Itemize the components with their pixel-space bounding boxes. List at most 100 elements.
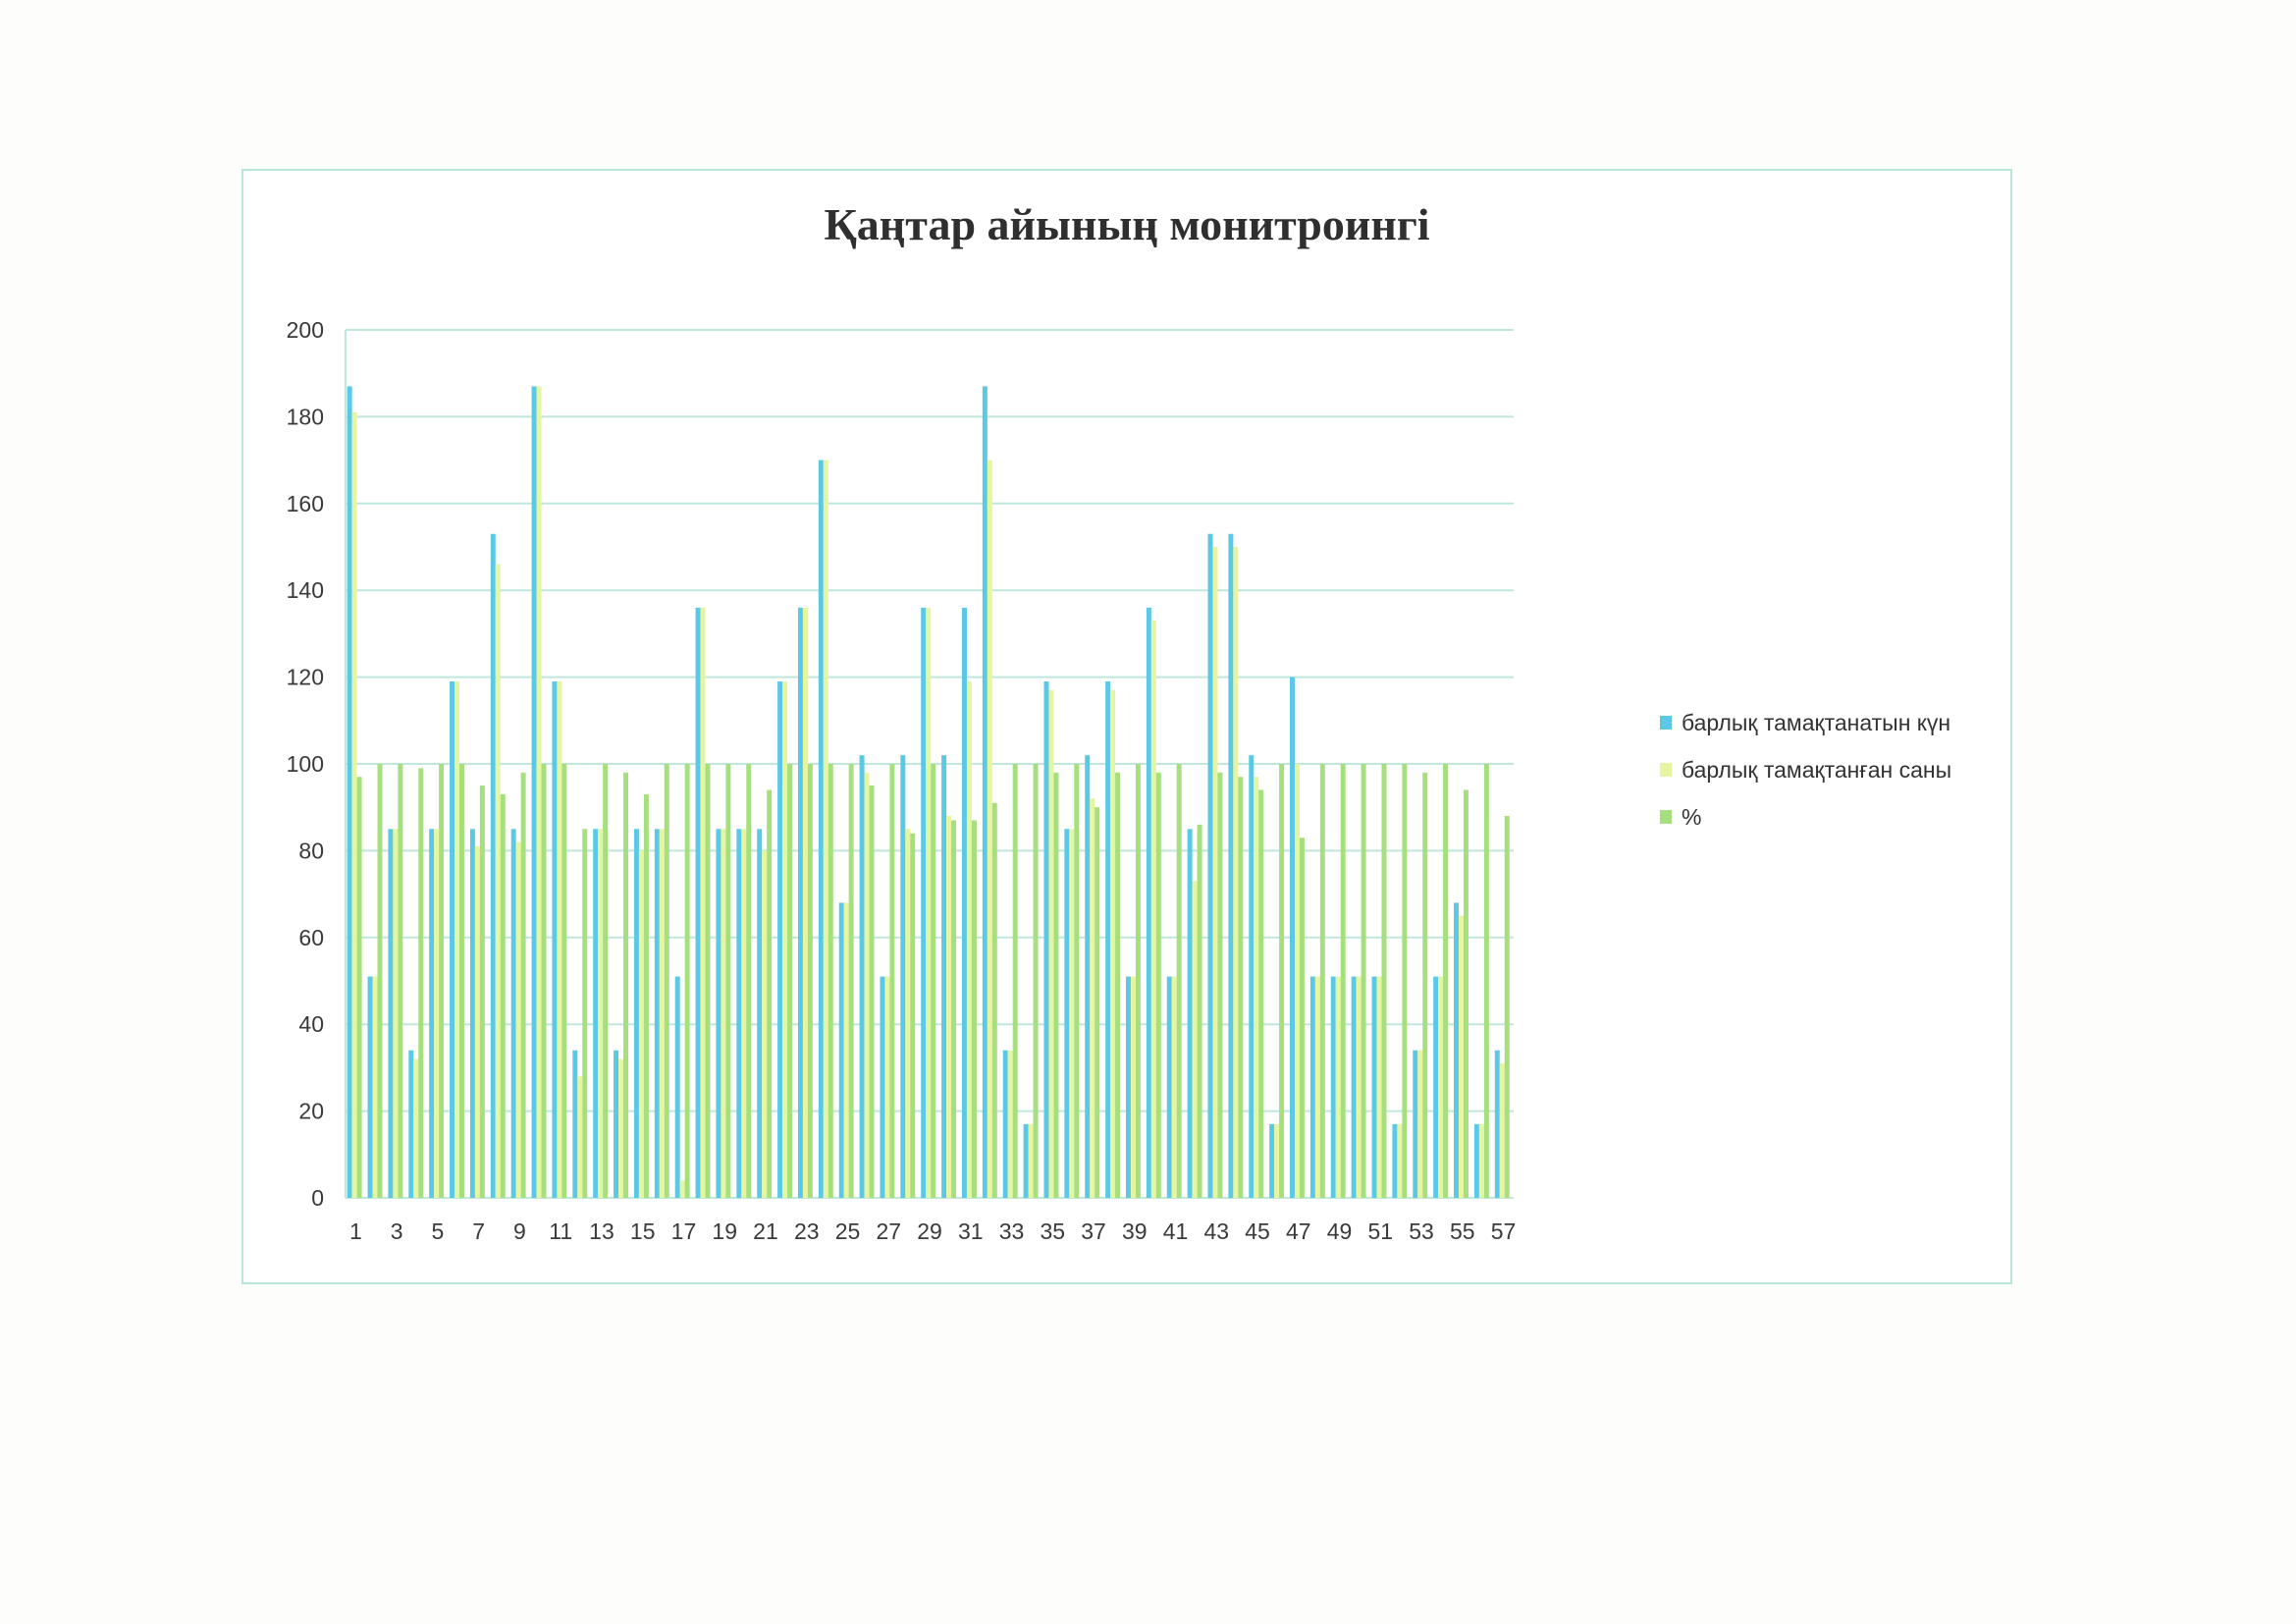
bar (1335, 976, 1341, 1198)
bar (1258, 789, 1264, 1198)
bar (736, 829, 742, 1198)
x-tick-label: 45 (1245, 1218, 1270, 1244)
bar (1033, 764, 1039, 1198)
bar (1371, 976, 1377, 1198)
bar (1473, 1123, 1479, 1198)
x-tick-label: 53 (1409, 1218, 1434, 1244)
bar (823, 460, 828, 1199)
bar (408, 1050, 414, 1198)
bar (1023, 1123, 1029, 1198)
bar (828, 764, 833, 1198)
bar (393, 829, 399, 1198)
bar (1299, 838, 1305, 1198)
bar (1155, 772, 1161, 1198)
legend-item: барлық тамақтанатын күн (1660, 699, 1951, 746)
legend-label: барлық тамақтанған саны (1682, 756, 1952, 783)
bar (1146, 607, 1151, 1198)
bar (1361, 764, 1366, 1198)
x-tick-label: 27 (876, 1218, 901, 1244)
bar (654, 829, 660, 1198)
y-tick-label: 160 (287, 491, 324, 516)
bar (347, 386, 352, 1198)
bar (552, 681, 558, 1198)
bar (643, 793, 649, 1198)
bar (1233, 547, 1239, 1198)
bar (638, 850, 644, 1198)
bar (614, 1050, 619, 1198)
bar (1356, 976, 1362, 1198)
bar (777, 681, 783, 1198)
bar (623, 772, 628, 1198)
bar (388, 829, 394, 1198)
bar (1126, 976, 1131, 1198)
bar (1340, 764, 1346, 1198)
bar (746, 764, 752, 1198)
bar (762, 850, 768, 1198)
bar (1249, 755, 1255, 1198)
bar (577, 1076, 583, 1198)
x-tick-label: 39 (1122, 1218, 1148, 1244)
bar (1212, 547, 1218, 1198)
bar (1463, 789, 1468, 1198)
bar (377, 764, 383, 1198)
legend-label: барлық тамақтанатын күн (1682, 709, 1951, 735)
bar (782, 681, 788, 1198)
bar (1130, 976, 1136, 1198)
bar (757, 829, 763, 1198)
bar (787, 764, 792, 1198)
bar (664, 764, 669, 1198)
bar (941, 755, 947, 1198)
bar (1028, 1123, 1034, 1198)
bar (450, 681, 455, 1198)
bar (991, 802, 997, 1198)
bar (884, 976, 890, 1198)
y-tick-label: 200 (287, 317, 324, 343)
bar (721, 829, 726, 1198)
bar (1413, 1050, 1418, 1198)
bar (1314, 976, 1320, 1198)
x-tick-label: 3 (391, 1218, 403, 1244)
bar (1319, 764, 1325, 1198)
bar (1053, 772, 1059, 1198)
bar (1504, 816, 1510, 1198)
bar (439, 764, 445, 1198)
bar (398, 764, 403, 1198)
bar (900, 755, 906, 1198)
bar (848, 764, 854, 1198)
bar (1115, 772, 1121, 1198)
bar (572, 1050, 578, 1198)
bar (1105, 681, 1111, 1198)
bar (818, 460, 824, 1199)
legend-item: барлық тамақтанған саны (1660, 746, 1951, 793)
bar (1207, 533, 1213, 1198)
bar (618, 1058, 624, 1198)
x-tick-label: 23 (794, 1218, 820, 1244)
x-tick-label: 1 (349, 1218, 362, 1244)
bar (961, 607, 967, 1198)
bar (1176, 764, 1182, 1198)
bar (1007, 1050, 1013, 1198)
bar (1135, 764, 1141, 1198)
bar (356, 777, 362, 1198)
bar (971, 820, 977, 1198)
bar (1290, 677, 1295, 1198)
bar (946, 816, 952, 1198)
x-tick-label: 25 (835, 1218, 861, 1244)
bar (541, 764, 547, 1198)
bar (1074, 764, 1080, 1198)
bar (1494, 1050, 1500, 1198)
bar (1443, 764, 1449, 1198)
bar (905, 829, 911, 1198)
bar (510, 829, 516, 1198)
x-tick-label: 55 (1450, 1218, 1475, 1244)
bar (413, 1058, 419, 1198)
y-tick-label: 120 (287, 665, 324, 690)
bar (951, 820, 957, 1198)
bar (557, 681, 562, 1198)
bar (889, 764, 895, 1198)
bar (1187, 829, 1193, 1198)
bar (582, 829, 588, 1198)
chart-title: Қаңтар айының монитроингі (824, 199, 1430, 249)
bar (695, 607, 701, 1198)
